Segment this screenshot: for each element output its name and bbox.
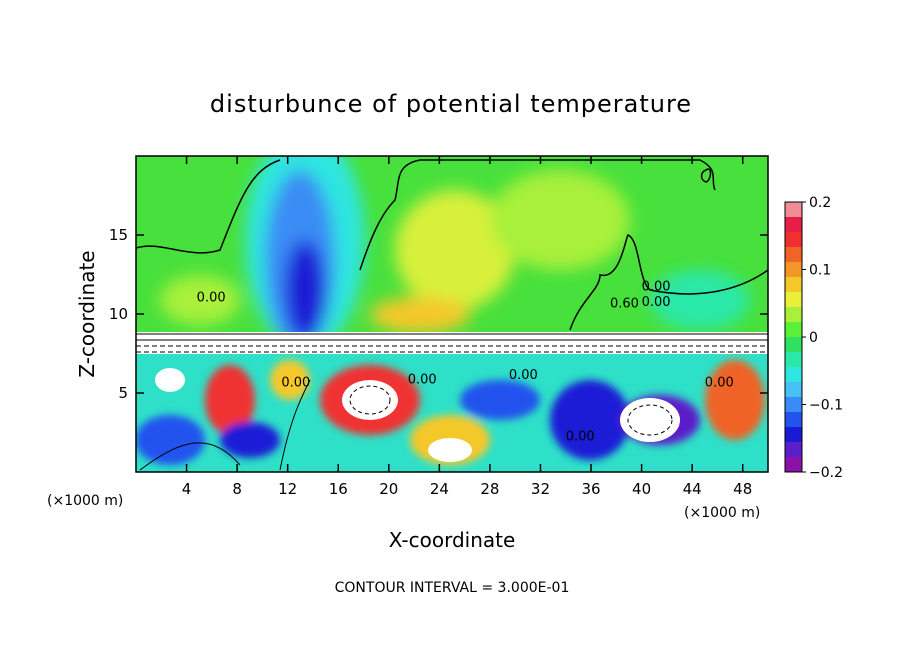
chart-title: disturbunce of potential temperature — [210, 90, 692, 118]
x-tick-label: 24 — [430, 480, 449, 498]
colorbar-swatch — [785, 247, 802, 262]
contour-label: 0.00 — [509, 368, 538, 383]
contour-label: 0.00 — [408, 373, 437, 388]
x-tick-label: 28 — [480, 480, 499, 498]
x-tick-label: 16 — [329, 480, 348, 498]
lower-layer-contours — [139, 379, 673, 471]
colorbar-swatch — [785, 217, 802, 232]
contour-label: 0.00 — [566, 429, 595, 444]
colorbar-swatch — [785, 292, 802, 307]
colorbar-swatch — [785, 262, 802, 277]
x-tick-label: 36 — [581, 480, 600, 498]
x-tick-label: 44 — [683, 480, 702, 498]
y-axis-ticks: 5 10 15 — [109, 226, 768, 402]
colorbar-swatch — [785, 427, 802, 442]
colorbar-swatch — [785, 232, 802, 247]
colorbar-swatch — [785, 277, 802, 292]
separation-band — [136, 332, 768, 354]
x-axis-label: X-coordinate — [389, 528, 516, 552]
x-tick-label: 4 — [182, 480, 192, 498]
colorbar-swatch — [785, 457, 802, 472]
y-tick-label: 15 — [109, 226, 128, 244]
x-tick-label: 48 — [733, 480, 752, 498]
x-unit-right: (×1000 m) — [684, 505, 760, 521]
colorbar-swatch — [785, 412, 802, 427]
x-unit-left: (×1000 m) — [47, 493, 123, 509]
colorbar-tick-label: 0 — [809, 330, 818, 346]
colorbar-tick-label: −0.1 — [809, 398, 843, 414]
colorbar-swatch — [785, 382, 802, 397]
colorbar-ticks: 0.2 0.1 0 −0.1 −0.2 — [802, 195, 843, 481]
x-tick-label: 20 — [379, 480, 398, 498]
contour-label: 0.00 — [197, 290, 226, 305]
heatmap-plot-area — [136, 156, 768, 472]
colorbar-swatch — [785, 442, 802, 457]
colorbar-swatch — [785, 367, 802, 382]
colorbar-swatch — [785, 307, 802, 322]
contour-labels: 0.00 0.600.00 0.00 0.000.000.000.000.00 — [197, 279, 734, 444]
colorbar-tick-label: 0.2 — [809, 195, 831, 211]
colorbar-tick-label: −0.2 — [809, 465, 843, 481]
contour-interval-note: CONTOUR INTERVAL = 3.000E-01 — [335, 580, 570, 596]
colorbar-swatch — [785, 352, 802, 367]
y-tick-label: 5 — [118, 384, 128, 402]
x-tick-label: 8 — [232, 480, 242, 498]
contour-label: 0.00 — [281, 376, 310, 391]
colorbar-swatch — [785, 202, 802, 217]
contour-label: 0.00 — [705, 376, 734, 391]
x-tick-label: 12 — [278, 480, 297, 498]
x-axis-ticks: 4 8 12 16 20 24 28 32 36 40 44 48 — [182, 156, 752, 498]
colorbar — [784, 201, 803, 473]
upper-layer-shading — [160, 156, 750, 350]
x-tick-label: 32 — [531, 480, 550, 498]
x-tick-label: 40 — [632, 480, 651, 498]
contour-label: 0.00 — [642, 279, 671, 294]
colorbar-swatch — [785, 397, 802, 412]
separation-band-contours — [136, 333, 768, 353]
contour-label: 0.00 — [642, 295, 671, 310]
colorbar-swatch — [785, 322, 802, 337]
contour-label: 0.60 — [610, 297, 639, 312]
colorbar-tick-label: 0.1 — [809, 263, 831, 279]
colorbar-swatch — [785, 337, 802, 352]
upper-contours — [136, 159, 768, 331]
y-tick-label: 10 — [109, 305, 128, 323]
y-axis-label: Z-coordinate — [75, 250, 99, 377]
